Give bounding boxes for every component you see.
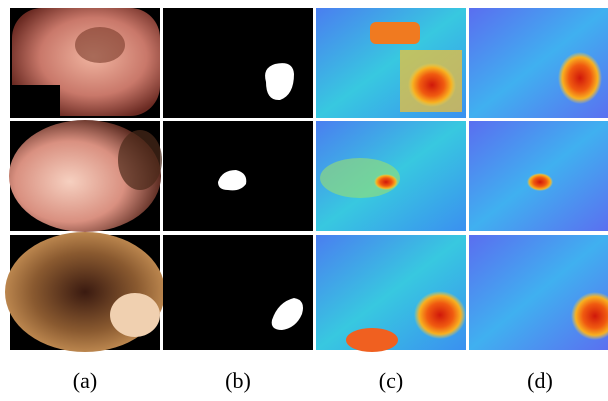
heatmaps-c bbox=[316, 8, 466, 352]
endoscopy-images bbox=[5, 8, 165, 352]
masks bbox=[163, 8, 313, 350]
heatmaps-d bbox=[469, 8, 608, 350]
image-grid bbox=[0, 0, 608, 360]
caption: (a) bbox=[10, 368, 160, 394]
figure: (a) (b) (c) (d) bbox=[0, 0, 608, 401]
caption: (c) bbox=[316, 368, 466, 394]
caption: (d) bbox=[465, 368, 608, 394]
caption: (b) bbox=[163, 368, 313, 394]
